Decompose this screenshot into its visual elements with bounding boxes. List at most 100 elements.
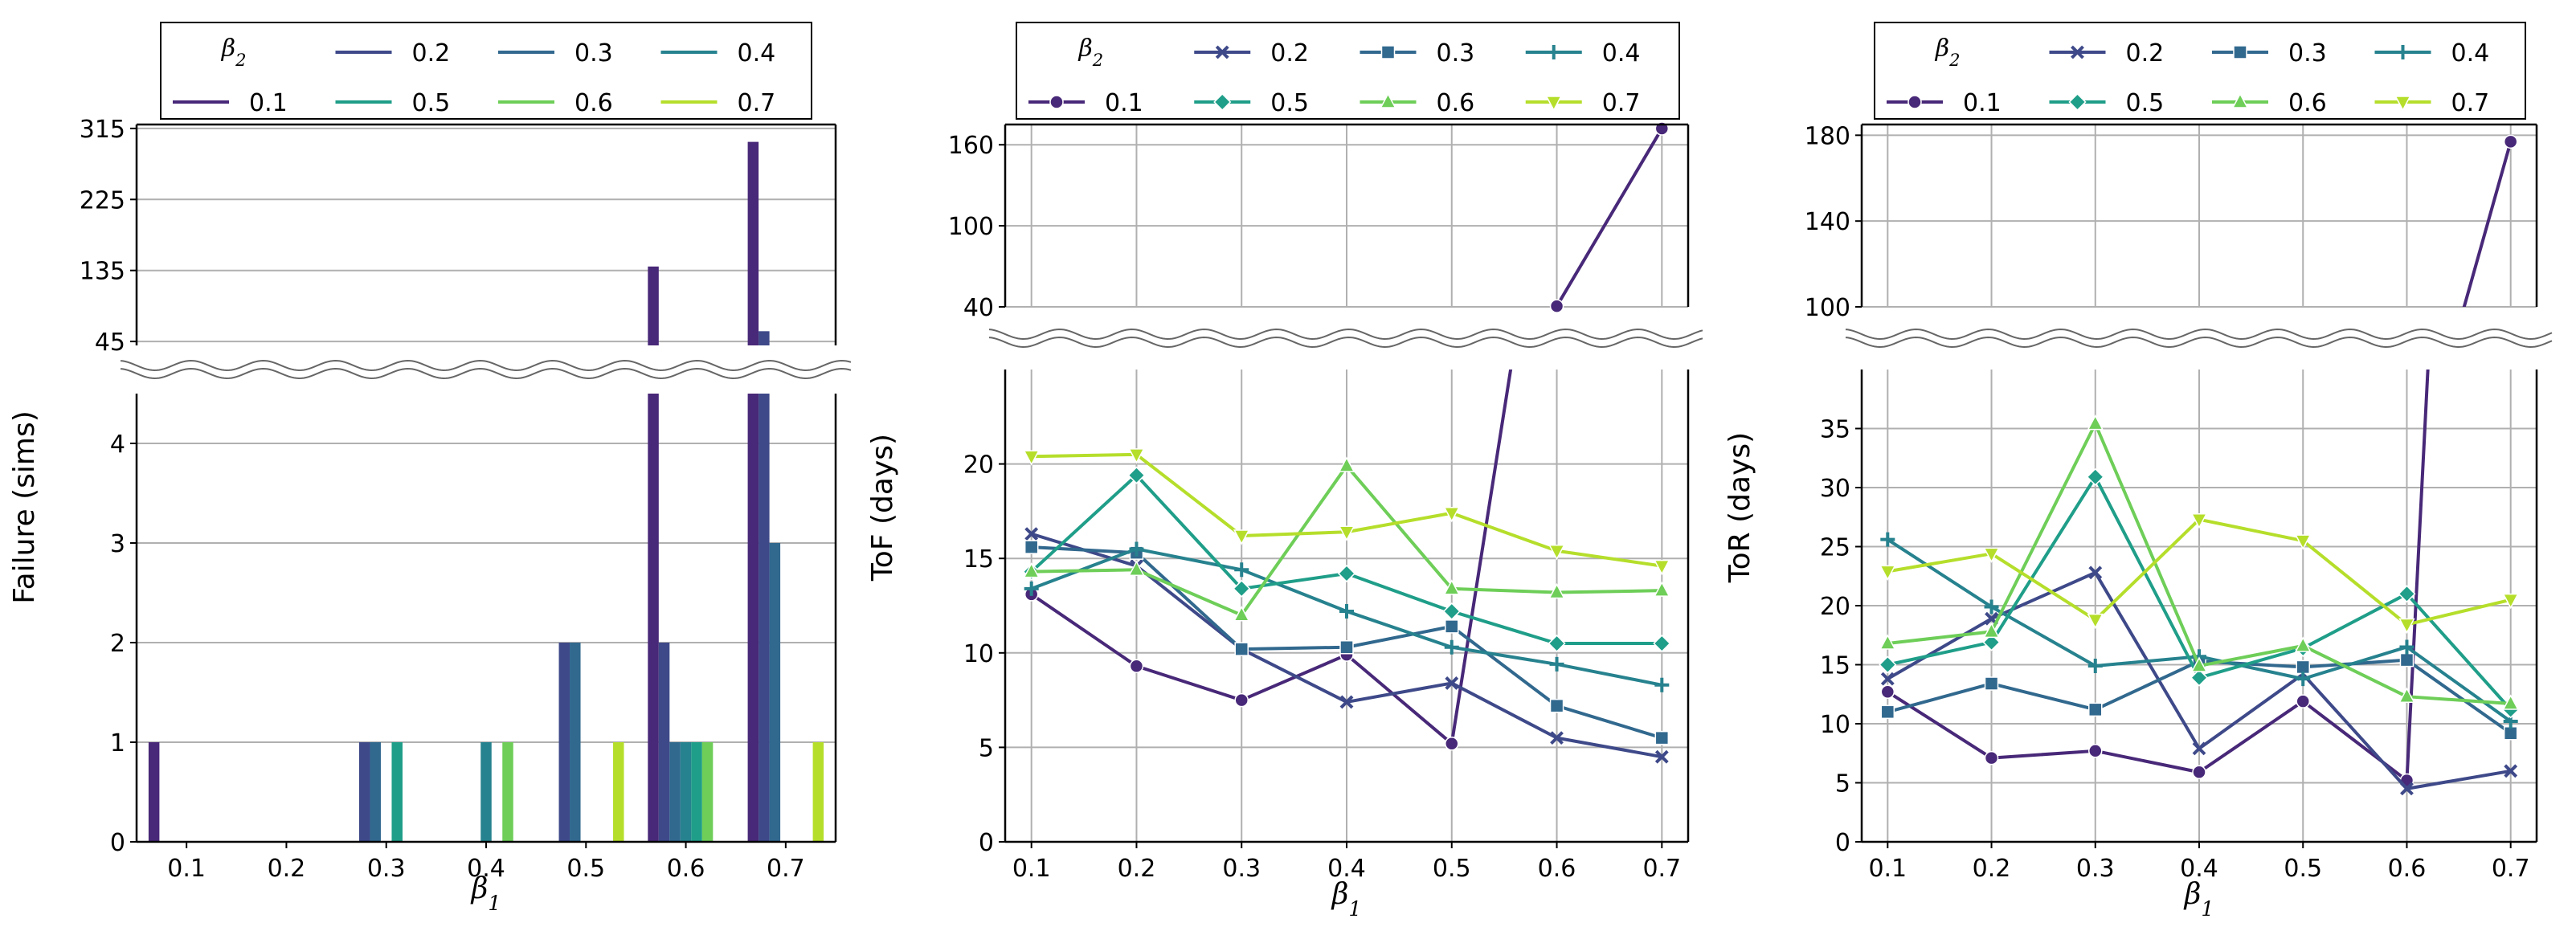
data-point xyxy=(1443,579,1461,595)
data-point xyxy=(2190,512,2208,529)
legend-label: 0.1 xyxy=(1963,89,2002,117)
series-0.4 xyxy=(1880,532,2518,729)
data-point xyxy=(1129,659,1144,674)
legend-title: β2 xyxy=(221,35,247,70)
series-0.1 xyxy=(1880,134,2518,788)
bar xyxy=(747,394,759,842)
bar xyxy=(391,742,403,842)
series-line xyxy=(1032,335,1662,347)
legend-label: 0.2 xyxy=(2126,39,2165,67)
data-point xyxy=(1337,564,1356,583)
x-tick-label: 0.7 xyxy=(2492,855,2530,883)
y-tick-label: 4 xyxy=(110,431,125,459)
bar xyxy=(358,742,370,842)
y-tick-label: 135 xyxy=(80,258,125,286)
x-tick-label: 0.1 xyxy=(1868,855,1907,883)
legend-label: 0.6 xyxy=(2288,89,2327,117)
data-point xyxy=(1443,507,1461,523)
data-point xyxy=(2087,613,2104,630)
legend-label: 0.7 xyxy=(1602,89,1641,117)
y-tick-label: 15 xyxy=(1820,652,1850,680)
plot-area xyxy=(148,141,824,842)
axis-break-line xyxy=(1845,328,2553,341)
x-tick-label: 0.2 xyxy=(268,855,306,883)
x-tick-label: 0.1 xyxy=(1012,855,1051,883)
plot-area xyxy=(1879,134,2520,796)
x-tick-label: 0.2 xyxy=(1973,855,2011,883)
axis-break-line xyxy=(120,367,852,380)
data-point xyxy=(2296,672,2311,687)
tof-chart: 0 5 10 15 20 40 100 160 0.1 0.2 0.3 0.4 0.5 0.6 0.7 β1 T… xyxy=(866,22,1703,921)
x-tick-label: 0.6 xyxy=(2388,855,2427,883)
data-point xyxy=(1444,639,1459,655)
legend-item-0.5: 0.5 xyxy=(335,89,450,117)
data-point xyxy=(1654,581,1670,597)
data-point xyxy=(1338,456,1355,472)
data-point xyxy=(2296,659,2310,675)
data-point xyxy=(2502,694,2519,710)
y-tick-label: 40 xyxy=(963,294,994,322)
data-point xyxy=(1880,672,1895,686)
series-0.5 xyxy=(1879,468,2520,719)
x-tick-label: 0.1 xyxy=(167,855,206,883)
legend-label: 0.2 xyxy=(1270,39,1309,67)
series-line xyxy=(1032,340,1662,353)
legend-label: 0.4 xyxy=(2451,39,2490,67)
legend-item-0.5: 0.5 xyxy=(2049,89,2164,117)
series-0.5 xyxy=(1022,335,1671,653)
legend-item-0.6: 0.6 xyxy=(1360,89,1475,117)
data-point xyxy=(2502,593,2519,610)
gridlines xyxy=(1862,125,2537,843)
axis-break-line xyxy=(988,336,1703,349)
tor-chart: 0 5 10 15 20 25 30 35 100 140 180 0.1 0.2 0.3 0.4 0.5 0.… xyxy=(1723,22,2553,921)
legend-item-0.6: 0.6 xyxy=(2212,89,2327,117)
x-tick-label: 0.6 xyxy=(667,855,705,883)
y-tick-label: 140 xyxy=(1805,208,1850,236)
data-point xyxy=(1880,704,1895,720)
data-point xyxy=(2088,702,2103,717)
x-tick-label: 0.3 xyxy=(1222,855,1261,883)
y-tick-label: 315 xyxy=(80,116,125,144)
gridlines xyxy=(1005,125,1688,843)
bar xyxy=(680,742,692,842)
legend: β20.1 0.2 0.3 0.4 0.5 0.6 0.7 xyxy=(1016,22,1680,120)
y-tick-label: 15 xyxy=(963,545,994,574)
data-point xyxy=(1339,695,1354,709)
data-point xyxy=(2190,656,2208,672)
legend-marker xyxy=(1546,45,1561,59)
axis-break xyxy=(988,328,1703,349)
legend-marker xyxy=(1380,45,1396,59)
y-tick-label: 25 xyxy=(1820,534,1850,562)
legend-title: β2 xyxy=(1077,35,1103,70)
y-axis-label: ToR (days) xyxy=(1723,432,1756,583)
legend-label: 0.3 xyxy=(574,39,613,67)
y-tick-label: 35 xyxy=(1820,416,1850,444)
y-tick-label: 1 xyxy=(110,729,125,757)
data-point xyxy=(1338,525,1355,541)
data-point xyxy=(1234,562,1249,578)
data-point xyxy=(1442,602,1461,621)
data-point xyxy=(1023,562,1040,578)
bar xyxy=(480,742,492,842)
legend-item-0.7: 0.7 xyxy=(1525,89,1641,117)
legend-item-0.7: 0.7 xyxy=(660,89,775,117)
legend-marker xyxy=(1213,92,1232,112)
data-point xyxy=(2503,134,2518,149)
y-axis-label: ToF (days) xyxy=(866,434,899,582)
legend-label: 0.4 xyxy=(738,39,776,67)
axis-break-line xyxy=(1845,336,2553,349)
data-point xyxy=(1983,547,2000,563)
x-axis-label: β1 xyxy=(470,872,501,915)
data-point xyxy=(1983,622,2000,639)
data-point xyxy=(2400,782,2414,796)
legend-marker xyxy=(2231,92,2249,108)
data-point xyxy=(1024,581,1039,596)
y-tick-label: 225 xyxy=(80,186,125,214)
legend-label: 0.6 xyxy=(1437,89,1475,117)
data-point xyxy=(1024,540,1039,554)
data-point xyxy=(1024,527,1039,541)
data-point xyxy=(2398,687,2415,703)
x-tick-label: 0.6 xyxy=(1538,855,1576,883)
y-tick-label: 20 xyxy=(1820,593,1850,621)
